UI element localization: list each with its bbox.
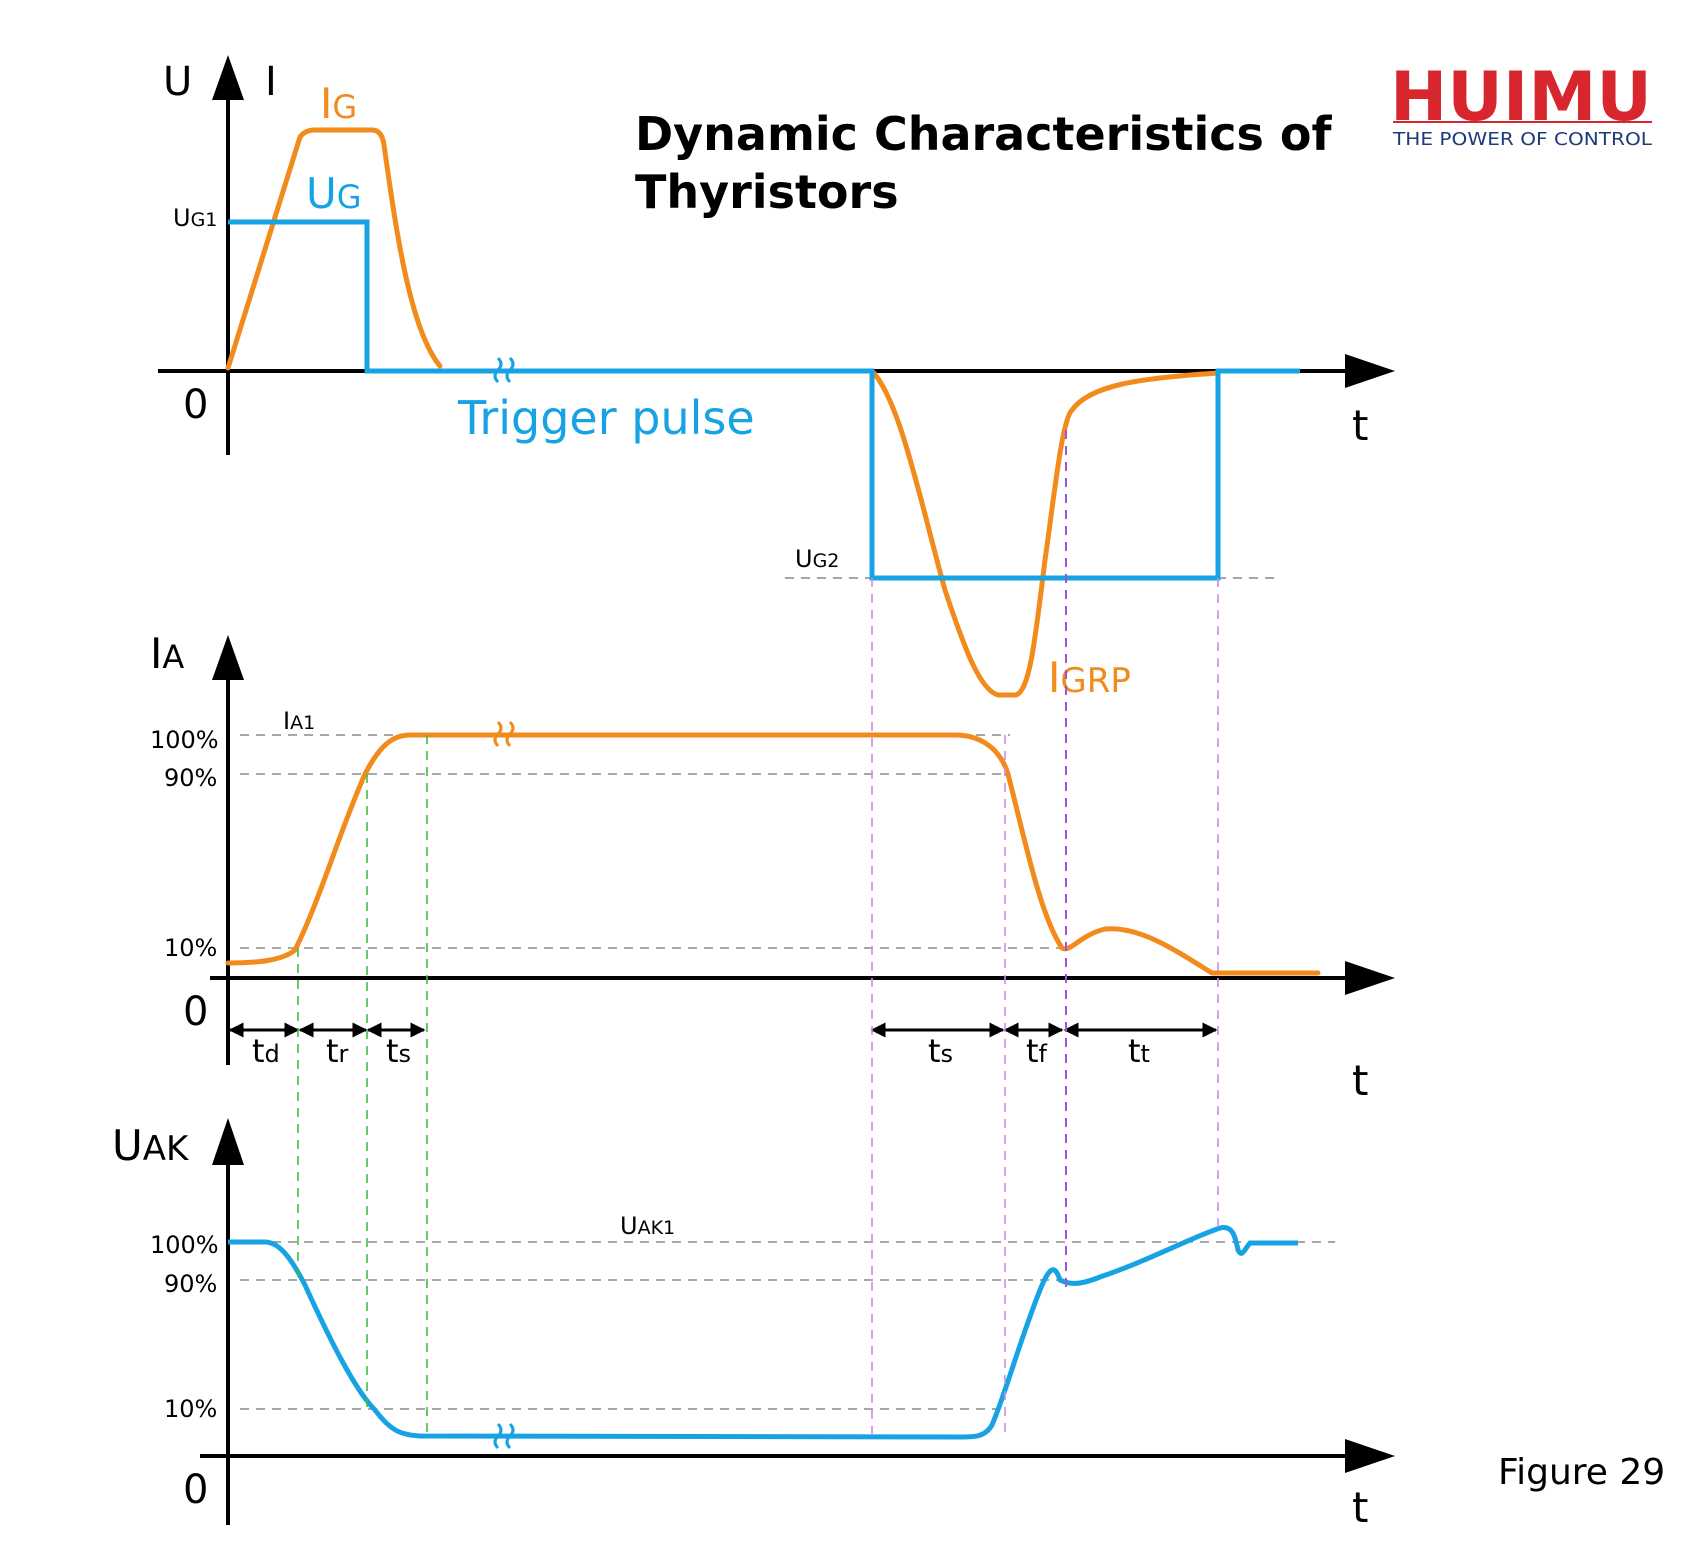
logo-tagline: THE POWER OF CONTROL — [1392, 129, 1652, 150]
i-axis-label: I — [265, 59, 277, 105]
ug-main: U — [306, 169, 337, 218]
td-main: t — [252, 1032, 265, 1070]
tf-label: tf — [1026, 1032, 1048, 1070]
uak1-label: UAK1 — [620, 1212, 675, 1240]
ug2-sub: G2 — [813, 550, 840, 572]
huimu-logo: HUIMU THE POWER OF CONTROL — [1390, 58, 1652, 150]
igrp-sub: GRP — [1060, 661, 1130, 701]
bottom-axis-break-icon — [493, 1422, 515, 1450]
logo-name: HUIMU — [1390, 58, 1652, 137]
uak1-main: U — [620, 1212, 638, 1240]
bottom-t-label: t — [1352, 1483, 1368, 1532]
diagram-title-line1: Dynamic Characteristics of — [635, 107, 1333, 161]
ig-label: IG — [320, 79, 357, 128]
ig-gate-current-curve — [225, 127, 1221, 698]
tt-main: t — [1128, 1032, 1141, 1070]
ug1-label: UG1 — [173, 204, 217, 232]
ts1-sub: s — [399, 1040, 412, 1068]
ts2-main: t — [928, 1032, 941, 1070]
u-axis-label: U — [163, 59, 192, 105]
ug1-main: U — [173, 204, 191, 232]
uak-main: U — [112, 1121, 143, 1170]
ia1-sub: A1 — [290, 712, 315, 734]
ts1-main: t — [386, 1032, 399, 1070]
ig-main: I — [320, 79, 332, 128]
uak-anode-cathode-voltage-curve — [228, 1224, 1298, 1440]
bottom-100-percent-label: 100% — [150, 1231, 219, 1259]
figure-label: Figure 29 — [1498, 1452, 1665, 1493]
middle-100-percent-label: 100% — [150, 726, 219, 754]
td-label: td — [252, 1032, 280, 1070]
td-sub: d — [265, 1040, 280, 1068]
tr-main: t — [326, 1032, 339, 1070]
ug-sub: G — [337, 178, 362, 216]
middle-vertical-arrow-icon — [212, 635, 244, 680]
ia-sub: A — [162, 638, 184, 676]
bottom-zero-label: 0 — [183, 1467, 208, 1513]
ts2-label: ts — [928, 1032, 953, 1070]
middle-90-percent-label: 90% — [164, 764, 217, 792]
diagram-title-line2: Thyristors — [635, 165, 899, 219]
igrp-label: IGRP — [1048, 653, 1131, 702]
tr-sub: r — [339, 1040, 349, 1068]
trigger-pulse-label: Trigger pulse — [457, 391, 755, 445]
ug2-label: UG2 — [795, 545, 839, 573]
ia-main: I — [150, 629, 162, 678]
middle-zero-label: 0 — [183, 989, 208, 1035]
middle-time-arrow-icon — [1345, 961, 1395, 995]
top-vertical-arrow-icon — [212, 55, 244, 100]
ug-gate-voltage-step — [228, 219, 1300, 581]
ig-sub: G — [332, 88, 357, 126]
igrp-main: I — [1048, 653, 1060, 702]
tt-sub: t — [1141, 1040, 1150, 1068]
ts2-sub: s — [941, 1040, 954, 1068]
middle-axis-break-icon — [493, 720, 515, 748]
uak-sub: AK — [143, 1129, 190, 1169]
vertical-guide-lines — [297, 430, 1219, 1436]
middle-t-label: t — [1352, 1056, 1368, 1105]
uak1-sub: AK1 — [638, 1217, 676, 1239]
tf-sub: f — [1039, 1040, 1048, 1068]
bottom-90-percent-label: 90% — [164, 1270, 217, 1298]
ia1-label: IA1 — [283, 707, 315, 735]
bottom-10-percent-label: 10% — [164, 1395, 217, 1423]
tt-label: tt — [1128, 1032, 1150, 1070]
ug-label: UG — [306, 169, 362, 218]
bottom-time-arrow-icon — [1345, 1439, 1395, 1473]
ia-label: IA — [150, 629, 184, 678]
ug1-sub: G1 — [191, 209, 218, 231]
tf-main: t — [1026, 1032, 1039, 1070]
uak-label: UAK — [112, 1121, 190, 1170]
bottom-panel: UAK UAK1 100% 90% 10% 0 t — [112, 1118, 1395, 1532]
top-zero-label: 0 — [183, 382, 208, 428]
top-t-label: t — [1352, 401, 1368, 450]
ia1-main: I — [283, 707, 290, 735]
top-axis-break-icon — [493, 356, 515, 384]
middle-panel: IA IA1 100% 90% 10% 0 t td tr ts ts — [150, 629, 1395, 1105]
tr-label: tr — [326, 1032, 349, 1070]
ts1-label: ts — [386, 1032, 411, 1070]
middle-10-percent-label: 10% — [164, 934, 217, 962]
top-time-arrow-icon — [1345, 354, 1395, 388]
ug2-main: U — [795, 545, 813, 573]
bottom-vertical-arrow-icon — [212, 1118, 244, 1165]
ia-anode-current-curve — [225, 732, 1321, 976]
top-panel: U I 0 t UG1 UG2 IG UG Trigger pulse IGRP — [158, 55, 1395, 702]
